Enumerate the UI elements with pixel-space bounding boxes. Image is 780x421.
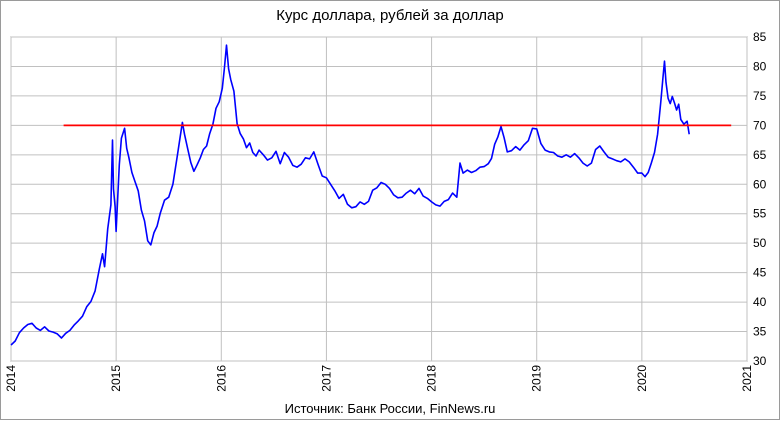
- chart-source: Источник: Банк России, FinNews.ru: [284, 401, 496, 416]
- y-tick-label: 40: [753, 295, 767, 309]
- y-tick-label: 55: [753, 207, 767, 221]
- x-tick-label: 2019: [530, 365, 544, 392]
- y-tick-label: 75: [753, 89, 767, 103]
- x-tick-label: 2016: [214, 365, 228, 392]
- y-tick-label: 70: [753, 118, 767, 132]
- x-tick-label: 2018: [425, 365, 439, 392]
- x-tick-label: 2015: [109, 365, 123, 392]
- x-tick-label: 2014: [4, 365, 18, 392]
- chart-title: Курс доллара, рублей за доллар: [276, 7, 504, 24]
- plot-area: [10, 36, 748, 362]
- y-tick-label: 80: [753, 59, 767, 73]
- y-tick-label: 65: [753, 148, 767, 162]
- y-tick-label: 45: [753, 266, 767, 280]
- usd-rub-rate-line: [10, 44, 690, 346]
- y-tick-label: 50: [753, 236, 767, 250]
- y-tick-label: 60: [753, 177, 767, 191]
- x-tick-label: 2017: [319, 365, 333, 392]
- x-tick-label: 2021: [740, 365, 754, 392]
- y-tick-label: 30: [753, 354, 767, 368]
- y-tick-label: 35: [753, 325, 767, 339]
- y-tick-label: 85: [753, 30, 767, 44]
- x-tick-label: 2020: [635, 365, 649, 392]
